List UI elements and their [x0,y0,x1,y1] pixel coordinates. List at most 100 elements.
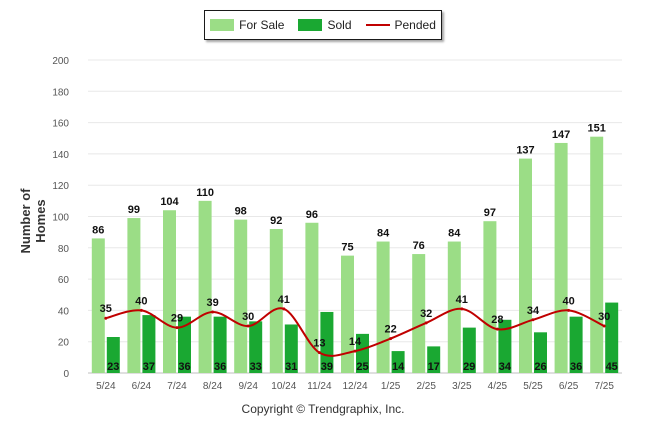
sold-bar [498,319,512,373]
for-sale-bar [163,210,176,373]
for-sale-swatch [210,19,235,31]
y-tick-label: 140 [52,150,69,161]
pended-value-label: 35 [100,303,112,315]
pended-value-label: 34 [527,305,540,317]
legend-item-for-sale[interactable]: For Sale [210,18,284,32]
for-sale-bar [590,136,604,373]
sold-bar [213,316,227,373]
pended-swatch [365,24,390,26]
y-axis-ticks: 0 20 40 60 80 100 120 140 160 180 200 [52,56,69,380]
sold-value-label: 37 [143,361,155,373]
y-tick-label: 20 [58,338,70,349]
pended-point [139,308,143,312]
x-tick-label: 1/25 [381,381,401,392]
for-sale-bar [198,200,212,373]
for-sale-value-label: 137 [516,145,534,157]
x-tick-label: 8/24 [203,381,223,392]
y-tick-label: 200 [52,56,69,67]
y-axis-title: Number of Homes [18,188,48,254]
legend-label-pended: Pended [394,18,436,32]
pended-value-label: 13 [313,338,325,350]
y-tick-label: 40 [58,306,70,317]
sold-bar [605,302,619,373]
pended-value-label: 30 [242,311,254,323]
for-sale-value-label: 151 [588,123,606,135]
x-tick-label: 5/25 [523,381,543,392]
y-tick-label: 80 [58,244,70,255]
x-tick-label: 11/24 [307,381,332,392]
for-sale-bar [127,218,141,373]
legend-label-sold: Sold [327,18,352,32]
for-sale-bar [305,222,319,373]
pended-point [460,307,464,311]
for-sale-bar [341,255,354,373]
for-sale-value-label: 98 [235,206,247,218]
sold-bar [391,351,405,373]
for-sale-bars [91,136,604,373]
for-sale-bar [412,254,426,373]
x-tick-label: 6/24 [132,381,152,392]
pended-point [282,307,286,311]
pended-value-label: 28 [491,314,503,326]
for-sale-bar [483,221,497,373]
for-sale-value-label: 147 [552,129,570,141]
sold-value-label: 14 [392,361,405,373]
sold-value-label: 36 [570,361,582,373]
legend-item-pended[interactable]: Pended [365,18,436,32]
legend: For Sale Sold Pended [204,10,442,40]
x-tick-label: 5/24 [96,381,116,392]
pended-point [389,337,393,341]
x-tick-label: 7/24 [167,381,187,392]
sold-bar [106,337,120,373]
pended-point [175,326,179,330]
for-sale-bar [91,238,105,373]
y-tick-label: 160 [52,119,69,130]
pended-value-label: 41 [278,294,290,306]
for-sale-bar [554,142,568,373]
pended-value-label: 32 [420,308,432,320]
grid-lines [88,59,622,374]
copyright-footer: Copyright © Trendgraphix, Inc. [241,402,405,416]
for-sale-bar [447,241,461,373]
sold-value-label: 45 [606,361,618,373]
sold-bar [178,316,191,373]
pended-value-label: 30 [598,311,610,323]
sold-bar [569,316,583,373]
for-sale-value-label: 96 [306,209,318,221]
sold-swatch [298,19,323,31]
for-sale-value-label: 92 [270,215,282,227]
y-tick-label: 0 [63,369,69,380]
for-sale-value-label: 99 [128,204,140,216]
pended-value-label: 29 [171,313,183,325]
pended-line [104,307,606,357]
for-sale-bar [519,158,532,373]
sold-bar [462,327,476,373]
pended-point [317,351,321,355]
x-tick-label: 12/24 [342,381,367,392]
pended-value-label: 39 [206,297,218,309]
sold-value-label: 39 [321,361,333,373]
sold-value-label: 29 [463,361,475,373]
y-tick-label: 60 [58,275,70,286]
pended-value-label: 40 [135,295,147,307]
y-tick-label: 180 [52,87,69,98]
sold-value-label: 31 [285,361,297,373]
for-sale-value-label: 97 [484,207,496,219]
sold-value-label: 36 [178,361,190,373]
sold-bar [284,324,298,373]
y-tick-label: 120 [52,181,69,192]
for-sale-value-label: 86 [92,224,104,236]
x-tick-label: 9/24 [238,381,258,392]
pended-point [104,316,108,320]
for-sale-bar [376,241,390,373]
pended-value-label: 14 [349,336,362,348]
y-tick-label: 100 [52,213,69,224]
sold-bar [142,315,156,373]
sold-value-label: 33 [250,361,262,373]
for-sale-value-label: 76 [413,240,425,252]
for-sale-value-label: 110 [196,187,214,199]
x-tick-label: 10/24 [271,381,296,392]
legend-item-sold[interactable]: Sold [298,18,352,32]
sold-bar [427,346,441,373]
